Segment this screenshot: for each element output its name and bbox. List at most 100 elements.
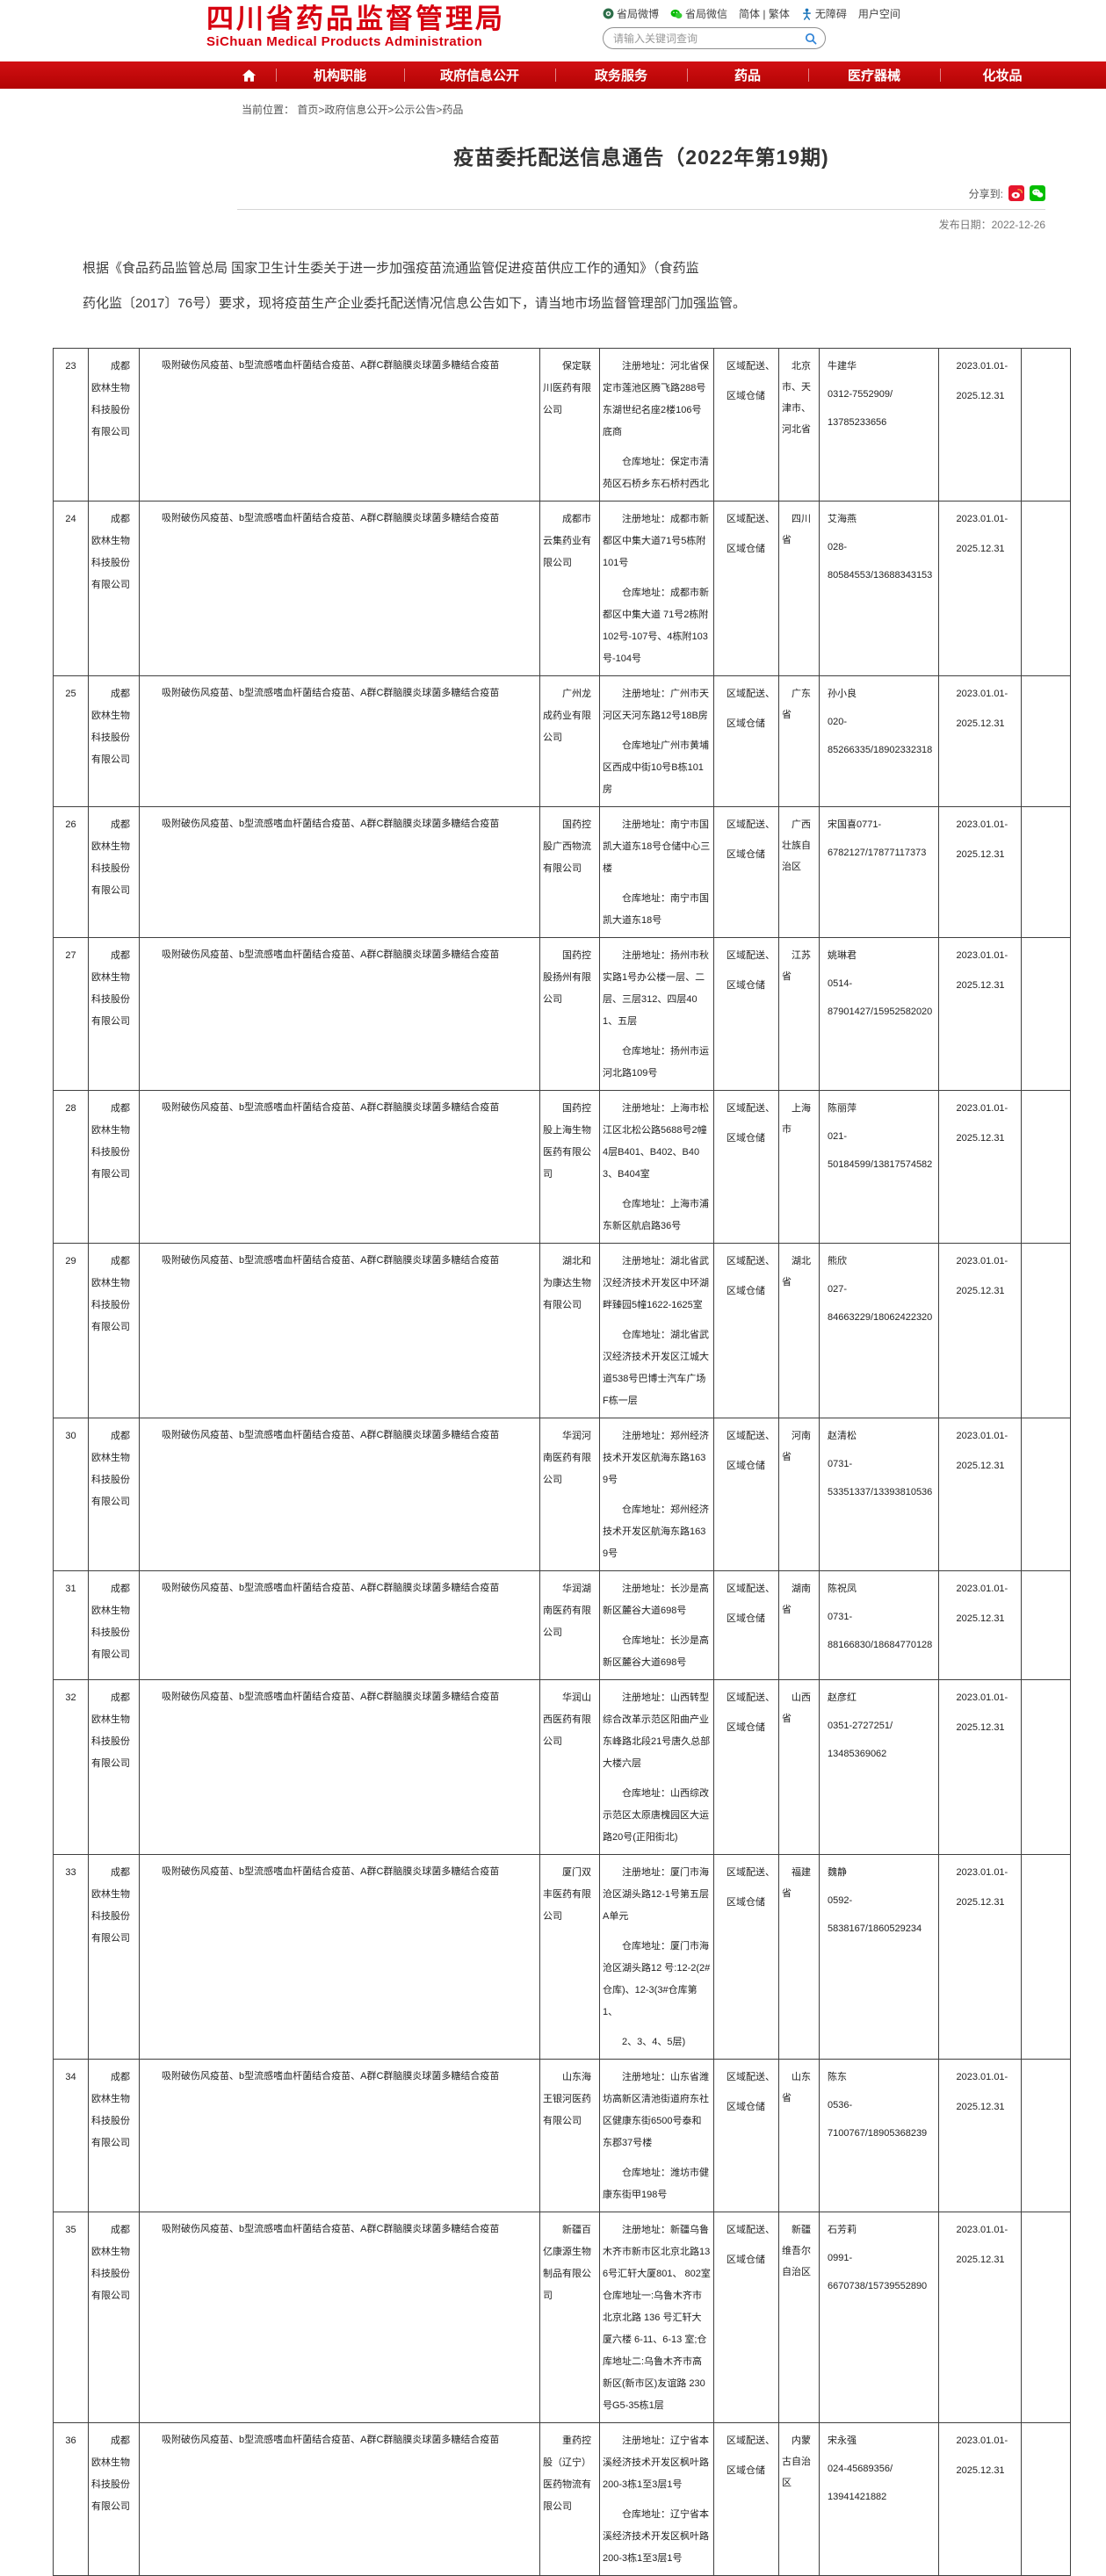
table-row: 35 成都欧林生物科技股份有限公司 吸附破伤风疫苗、b型流感嗜血杆菌结合疫苗、A群C…: [53, 2212, 1071, 2423]
cell-contact: 石芳莉 0991- 6670738/15739552890: [819, 2212, 939, 2423]
cell-address: 注册地址：成都市新都区中集大道71号5栋附101号 仓库地址：成都市新都区中集大道…: [599, 501, 714, 676]
cell-line: 仓库地址：保定市清苑区石桥乡东石桥村西北: [603, 457, 709, 489]
nav-item-yaopin[interactable]: 药品: [687, 61, 808, 89]
cell-line: 注册地址：扬州市秋实路1号办公楼一层、二层、三层312、四层401、五层: [603, 950, 709, 1027]
nav-item-zhengwufuwu[interactable]: 政务服务: [555, 61, 687, 89]
cell-line: 吸附破伤风疫苗、b型流感嗜血杆菌结合疫苗、A群C群脑膜炎球菌多糖结合疫苗: [162, 2224, 500, 2234]
cell-line: 吸附破伤风疫苗、b型流感嗜血杆菌结合疫苗、A群C群脑膜炎球菌多糖结合疫苗: [162, 1430, 500, 1440]
nav-item-xinxigongkai[interactable]: 政府信息公开: [404, 61, 555, 89]
cell-period: 2023.01.01- 2025.12.31: [938, 348, 1022, 501]
site-logo[interactable]: 四川省药品监督管理局 SiChuan Medical Products Admi…: [206, 4, 505, 50]
search-icon[interactable]: [805, 32, 817, 45]
cell-line: 区域配送、: [726, 1867, 775, 1878]
link-weibo[interactable]: 省局微博: [603, 6, 659, 21]
cell-scope: 区域配送、 区域仓储: [713, 1679, 779, 1855]
cell-line: 成都市云集药业有限公司: [543, 514, 591, 568]
link-simplified-traditional[interactable]: 简体 | 繁体: [739, 6, 790, 21]
cell-line: 重药控股（辽宁）医药物流有限公司: [543, 2435, 591, 2512]
cell-line: 吸附破伤风疫苗、b型流感嗜血杆菌结合疫苗、A群C群脑膜炎球菌多糖结合疫苗: [162, 949, 500, 960]
cell-period: 2023.01.01- 2025.12.31: [938, 675, 1022, 807]
cell-address: 注册地址：扬州市秋实路1号办公楼一层、二层、三层312、四层401、五层 仓库地址…: [599, 937, 714, 1091]
cell-address: 注册地址：南宁市国凯大道东18号仓储中心三楼 仓库地址：南宁市国凯大道东18号: [599, 806, 714, 938]
cell-line: 魏静: [828, 1867, 847, 1878]
cell-line: 2025.12.31: [956, 849, 1005, 860]
cell-line: 吸附破伤风疫苗、b型流感嗜血杆菌结合疫苗、A群C群脑膜炎球菌多糖结合疫苗: [162, 1866, 500, 1877]
cell-region: 河南省: [778, 1418, 820, 1571]
cell-period: 2023.01.01- 2025.12.31: [938, 937, 1022, 1091]
search-input[interactable]: [611, 31, 805, 46]
cell-no: 31: [53, 1570, 89, 1680]
cell-empty: [1021, 1854, 1071, 2060]
cell-line: 吸附破伤风疫苗、b型流感嗜血杆菌结合疫苗、A群C群脑膜炎球菌多糖结合疫苗: [162, 1583, 500, 1593]
cell-line: 2025.12.31: [956, 2102, 1005, 2112]
cell-line: 区域配送、: [726, 1256, 775, 1266]
nav-item-label: 机构职能: [313, 69, 366, 83]
cell-line: 31: [65, 1584, 76, 1594]
cell-region: 山西省: [778, 1679, 820, 1855]
cell-address: 注册地址：长沙是高新区麓谷大道698号 仓库地址：长沙是高新区麓谷大道698号: [599, 1570, 714, 1680]
cell-line: 吸附破伤风疫苗、b型流感嗜血杆菌结合疫苗、A群C群脑膜炎球菌多糖结合疫苗: [162, 1102, 500, 1113]
cell-scope: 区域配送、 区域仓储: [713, 937, 779, 1091]
cell-line: 注册地址：新疆乌鲁木齐市新市区北京北路136号汇轩大厦801、 802室 仓库地…: [603, 2225, 711, 2411]
cell-manufacturer: 成都欧林生物科技股份有限公司: [88, 1090, 140, 1244]
cell-line: 2023.01.01-: [956, 689, 1008, 699]
cell-line: 华润山西医药有限公司: [543, 1692, 591, 1747]
cell-manufacturer: 成都欧林生物科技股份有限公司: [88, 1679, 140, 1855]
nav-home[interactable]: [221, 61, 276, 89]
cell-line: 河南省: [782, 1431, 811, 1462]
cell-line: 成都欧林生物科技股份有限公司: [91, 819, 130, 896]
cell-line: 湖南省: [782, 1584, 811, 1615]
cell-distributor: 国药控股广西物流有限公司: [539, 806, 600, 938]
cell-line: 2025.12.31: [956, 1286, 1005, 1296]
cell-line: 注册地址：山东省潍坊高新区清池街道府东社区健康东街6500号泰和东郡37号楼: [603, 2072, 709, 2148]
cell-empty: [1021, 2212, 1071, 2423]
link-accessibility[interactable]: 无障碍: [801, 6, 847, 21]
share-wechat-icon[interactable]: [1030, 185, 1045, 201]
cell-no: 34: [53, 2059, 89, 2212]
cell-scope: 区域配送、 区域仓储: [713, 501, 779, 676]
cell-line: 2023.01.01-: [956, 950, 1008, 961]
nav-item-huazhuangpin[interactable]: 化妆品: [940, 61, 1065, 89]
breadcrumb-path[interactable]: 首页>政府信息公开>公示公告>药品: [297, 104, 464, 116]
link-wechat[interactable]: 省局微信: [670, 6, 727, 21]
cell-region: 福建省: [778, 1854, 820, 2060]
cell-line: 13785233656: [828, 417, 887, 428]
cell-line: 成都欧林生物科技股份有限公司: [91, 1584, 130, 1660]
header-links: 省局微博 省局微信 简体 | 繁体 无障碍 用户空间: [603, 6, 900, 21]
cell-scope: 区域配送、 区域仓储: [713, 806, 779, 938]
cell-vaccines: 吸附破伤风疫苗、b型流感嗜血杆菌结合疫苗、A群C群脑膜炎球菌多糖结合疫苗: [139, 806, 540, 938]
cell-line: 2025.12.31: [956, 1133, 1005, 1144]
cell-line: 山东海王银河医药有限公司: [543, 2072, 591, 2126]
cell-period: 2023.01.01- 2025.12.31: [938, 501, 1022, 676]
cell-distributor: 华润湖南医药有限公司: [539, 1570, 600, 1680]
link-user-space[interactable]: 用户空间: [858, 6, 900, 21]
share-weibo-icon[interactable]: [1008, 185, 1024, 201]
cell-line: 35: [65, 2225, 76, 2235]
cell-scope: 区域配送、 区域仓储: [713, 2422, 779, 2576]
cell-manufacturer: 成都欧林生物科技股份有限公司: [88, 2422, 140, 2576]
cell-period: 2023.01.01- 2025.12.31: [938, 1243, 1022, 1418]
cell-line: 区域仓储: [726, 2465, 765, 2476]
table-row: 36 成都欧林生物科技股份有限公司 吸附破伤风疫苗、b型流感嗜血杆菌结合疫苗、A群C…: [53, 2422, 1071, 2576]
cell-line: 广东省: [782, 689, 811, 720]
cell-line: 区域仓储: [726, 980, 765, 991]
cell-contact: 陈祝凤 0731- 88166830/18684770128: [819, 1570, 939, 1680]
cell-line: 注册地址：郑州经济技术开发区航海东路1639号: [603, 1431, 709, 1485]
cell-distributor: 保定联川医药有限公司: [539, 348, 600, 501]
cell-period: 2023.01.01- 2025.12.31: [938, 2422, 1022, 2576]
cell-vaccines: 吸附破伤风疫苗、b型流感嗜血杆菌结合疫苗、A群C群脑膜炎球菌多糖结合疫苗: [139, 2422, 540, 2576]
cell-no: 33: [53, 1854, 89, 2060]
cell-line: 注册地址：厦门市海沧区湖头路12-1号第五层A单元: [603, 1867, 710, 1922]
cell-manufacturer: 成都欧林生物科技股份有限公司: [88, 1418, 140, 1571]
cell-no: 36: [53, 2422, 89, 2576]
nav-item-jigou[interactable]: 机构职能: [276, 61, 404, 89]
cell-period: 2023.01.01- 2025.12.31: [938, 2059, 1022, 2212]
cell-manufacturer: 成都欧林生物科技股份有限公司: [88, 2059, 140, 2212]
cell-line: 仓库地址：成都市新都区中集大道 71号2栋附 102号-107号、4栋附103 …: [603, 588, 709, 664]
cell-line: 区域配送、: [726, 2072, 775, 2082]
cell-line: 仓库地址：湖北省武汉经济技术开发区江城大道538号巴博士汽车广场F栋一层: [603, 1330, 709, 1406]
nav-item-yiliaoqixie[interactable]: 医疗器械: [808, 61, 940, 89]
cell-region: 上海市: [778, 1090, 820, 1244]
cell-contact: 孙小良 020- 85266335/18902332318: [819, 675, 939, 807]
publish-date-value: 2022-12-26: [991, 219, 1045, 231]
